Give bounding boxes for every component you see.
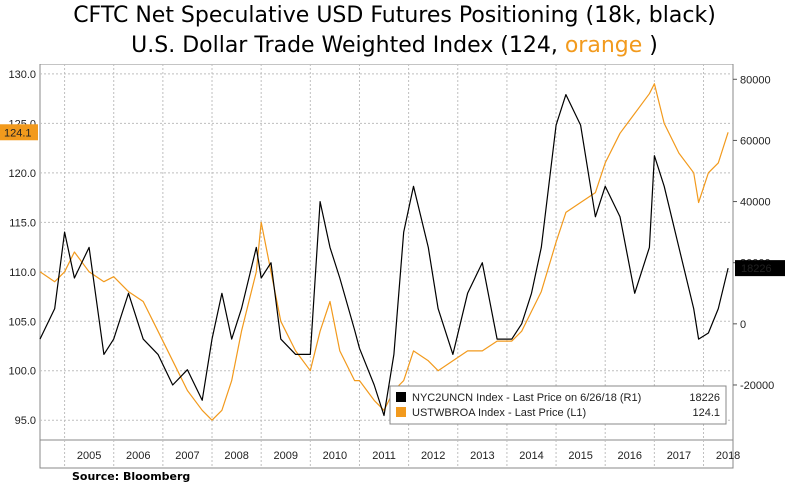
x-tick-label: 2009: [274, 450, 298, 462]
left-tick-label: 115.0: [9, 217, 36, 229]
source-note: Source: Bloomberg: [72, 470, 191, 483]
x-tick-label: 2006: [126, 450, 150, 462]
legend-swatch: [396, 407, 406, 417]
last-value-tags: 124.1 18226: [0, 124, 785, 277]
legend-value: 124.1: [692, 407, 720, 419]
x-tick-label: 2005: [77, 450, 101, 462]
series-layer: [39, 83, 729, 421]
right-axis: -20000020000400006000080000: [733, 74, 774, 392]
x-tick-label: 2013: [470, 450, 494, 462]
x-tick-label: 2016: [618, 450, 642, 462]
x-axis-band: [39, 439, 734, 469]
plot-area: [39, 64, 734, 441]
legend-swatch: [396, 392, 406, 402]
right-last-value-tag: [735, 260, 785, 277]
left-tick-label: 105.0: [8, 316, 36, 328]
right-last-value-text: 18226: [741, 263, 772, 275]
legend-label: USTWBROA Index - Last Price (L1): [412, 407, 586, 419]
left-tick-label: 95.0: [15, 415, 36, 427]
left-tick-label: 120.0: [8, 168, 36, 180]
left-tick-label: 100.0: [8, 366, 36, 378]
line-chart: 95.0100.0105.0110.0115.0120.0125.0130.0 …: [0, 64, 785, 469]
right-tick-label: 60000: [740, 135, 771, 147]
title-line-2-prefix: U.S. Dollar Trade Weighted Index (124,: [131, 33, 565, 58]
orange-dollar-index-line: [39, 83, 729, 421]
x-tick-label: 2007: [175, 450, 199, 462]
legend: NYC2UNCN Index - Last Price on 6/26/18 (…: [389, 385, 727, 425]
x-tick-label: 2008: [224, 450, 248, 462]
right-tick-label: 40000: [740, 197, 771, 209]
x-axis: 2005 2006 2007 2008 2009 2010 2011 2012 2013 2014…: [77, 450, 740, 462]
x-tick-label: 2010: [323, 450, 347, 462]
x-tick-label: 2018: [716, 450, 740, 462]
left-last-value-text: 124.1: [4, 127, 32, 139]
left-last-value-tag: [0, 124, 38, 141]
left-tick-label: 110.0: [9, 267, 36, 279]
x-tick-label: 2012: [421, 450, 445, 462]
plot-frame: [39, 64, 734, 469]
title-line-2-suffix: ): [642, 33, 658, 58]
right-tick-label: 80000: [740, 74, 771, 86]
x-tick-label: 2017: [667, 450, 691, 462]
x-tick-label: 2011: [372, 450, 396, 462]
legend-label: NYC2UNCN Index - Last Price on 6/26/18 (…: [412, 392, 641, 404]
right-tick-label: -20000: [740, 380, 774, 392]
left-tick-label: 130.0: [8, 69, 36, 81]
chart-title-line-1: CFTC Net Speculative USD Futures Positio…: [73, 3, 716, 28]
right-tick-label: 0: [740, 319, 746, 331]
x-tick-label: 2015: [568, 450, 592, 462]
legend-box: [389, 385, 727, 425]
legend-value: 18226: [689, 392, 720, 404]
black-cftc-position-line: [39, 94, 729, 417]
chart-title-line-2: U.S. Dollar Trade Weighted Index (124, o…: [0, 33, 789, 58]
title-line-2-highlight: orange: [564, 33, 643, 58]
x-tick-label: 2014: [519, 450, 543, 462]
